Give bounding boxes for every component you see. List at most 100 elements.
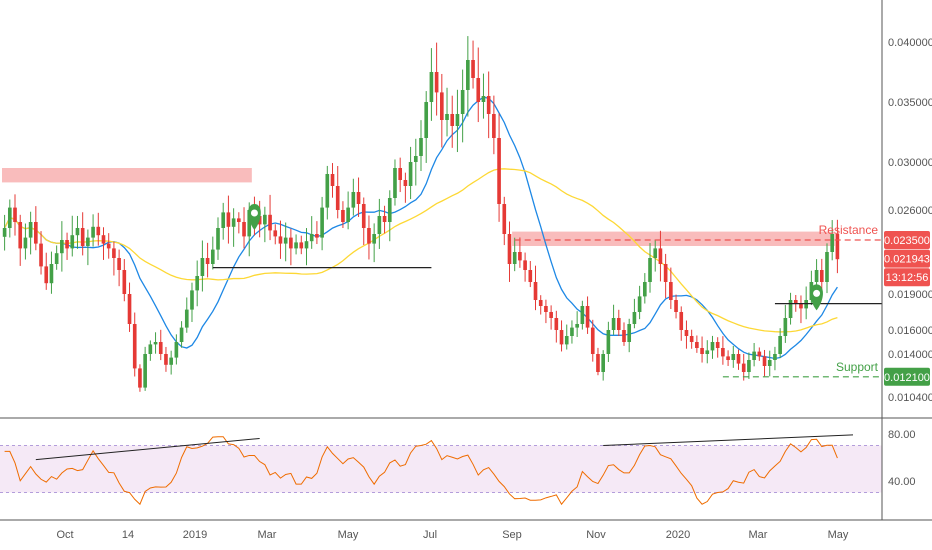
candle xyxy=(335,165,340,219)
candle-body xyxy=(679,312,684,330)
candle-body xyxy=(549,312,553,318)
candle xyxy=(825,243,829,294)
candle-body xyxy=(715,342,720,348)
location-pin-icon[interactable] xyxy=(810,284,823,311)
candle-body xyxy=(710,342,715,351)
candle-body xyxy=(596,354,600,372)
candle-body xyxy=(819,270,824,282)
rsi-trendline[interactable] xyxy=(35,437,260,461)
candle-body xyxy=(138,368,142,388)
candle xyxy=(34,206,38,251)
candle-body xyxy=(330,174,335,186)
price-tag-text: 0.023500 xyxy=(884,235,930,247)
candle-body xyxy=(721,348,725,357)
candle-body xyxy=(663,264,668,282)
candle-body xyxy=(247,210,252,237)
candle xyxy=(788,292,793,325)
candle xyxy=(559,320,564,352)
candle-body xyxy=(320,207,324,238)
candle-body xyxy=(674,300,678,312)
candle-body xyxy=(148,344,153,354)
candle xyxy=(830,220,835,261)
candle-body xyxy=(226,212,231,227)
candle-body xyxy=(544,306,548,312)
candle xyxy=(721,336,725,365)
candle xyxy=(44,252,49,290)
candle xyxy=(2,214,7,251)
price-tick-label: 0.010400 xyxy=(888,392,932,404)
price-tick-label: 0.026000 xyxy=(888,205,932,217)
candle xyxy=(778,328,782,359)
candle-body xyxy=(112,248,116,258)
resistance-zone[interactable] xyxy=(2,168,252,183)
candle xyxy=(23,223,28,260)
price-tag-bg xyxy=(884,249,930,268)
candle-body xyxy=(741,363,746,372)
candle-body xyxy=(830,234,835,252)
candle-body xyxy=(814,270,819,282)
candle-body xyxy=(788,300,793,318)
candle-body xyxy=(242,222,246,237)
resistance-zone[interactable] xyxy=(512,231,835,246)
candle xyxy=(814,259,819,289)
candle xyxy=(65,232,69,260)
candle xyxy=(106,233,111,259)
price-tag: 0.023500 xyxy=(884,231,930,249)
candle-body xyxy=(387,198,392,222)
location-pin-icon[interactable] xyxy=(248,204,261,230)
price-tag: 0.021943 xyxy=(884,249,930,268)
candle-body xyxy=(585,306,590,328)
candle-body xyxy=(627,324,632,342)
candle xyxy=(689,329,694,349)
candle-body xyxy=(606,330,611,354)
candle xyxy=(91,214,95,247)
time-tick-label: Jul xyxy=(423,529,437,541)
candle xyxy=(346,191,350,230)
candle xyxy=(320,196,324,251)
rsi-trendline[interactable] xyxy=(603,434,854,446)
candle-body xyxy=(18,222,23,249)
candle-body xyxy=(75,228,80,236)
candle xyxy=(767,350,772,377)
candle-body xyxy=(398,168,403,180)
time-tick-label: 14 xyxy=(122,529,134,541)
candle-body xyxy=(289,237,293,249)
candle xyxy=(627,318,632,353)
candle xyxy=(783,304,788,343)
candle-body xyxy=(653,248,658,258)
candle xyxy=(132,312,137,377)
candle-body xyxy=(346,207,350,222)
price-tag-bg xyxy=(884,367,930,386)
candle-body xyxy=(86,237,90,246)
candle xyxy=(544,299,548,324)
candle xyxy=(18,214,23,266)
candle xyxy=(580,300,585,330)
candle xyxy=(361,197,366,245)
candle-body xyxy=(122,270,127,294)
candle-body xyxy=(367,228,371,244)
candle xyxy=(60,221,64,272)
candle xyxy=(403,172,408,203)
candle xyxy=(122,259,127,302)
candle xyxy=(460,69,465,143)
candle xyxy=(492,95,496,155)
candle xyxy=(153,332,158,354)
candle-body xyxy=(559,330,564,345)
candle xyxy=(49,251,54,294)
candle-body xyxy=(216,228,220,250)
price-tick-label: 0.016000 xyxy=(888,325,932,337)
candle-body xyxy=(106,243,111,249)
ma-fast-line xyxy=(4,96,838,360)
candle-body xyxy=(695,342,699,348)
candle xyxy=(138,364,142,392)
candle-body xyxy=(575,324,579,328)
candle xyxy=(398,157,403,193)
candle xyxy=(200,240,205,292)
time-tick-label: Sep xyxy=(502,529,522,541)
candle-body xyxy=(335,186,340,210)
candle xyxy=(570,320,574,344)
candle-body xyxy=(533,282,538,300)
price-tag-text: 0.021943 xyxy=(884,254,930,266)
level-annotation: Resistance xyxy=(819,223,879,237)
